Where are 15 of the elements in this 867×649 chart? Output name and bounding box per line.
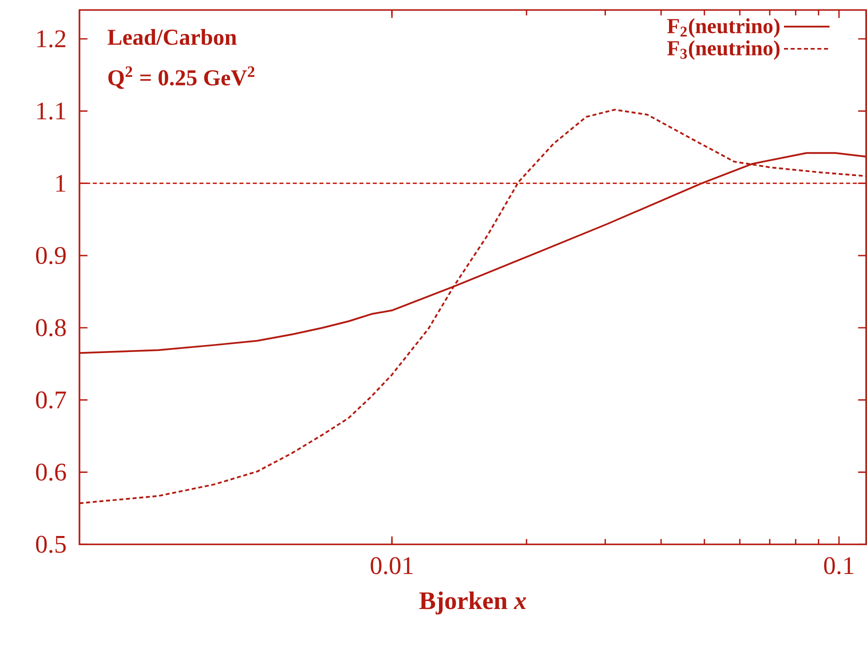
- y-tick-label: 0.9: [36, 246, 66, 264]
- annotation: Lead/Carbon: [108, 28, 237, 45]
- annotation: Q$^{2}$ = 0.25 GeV$^{2}$: [108, 66, 254, 89]
- x-axis-title: Bjorken x: [419, 591, 526, 614]
- y-tick-label: 0.7: [36, 391, 66, 409]
- y-tick-label: 1.1: [37, 102, 66, 120]
- x-tick-label: 0.01: [370, 557, 413, 574]
- y-tick-label: 1: [56, 174, 66, 192]
- y-tick-label: 0.6: [36, 464, 66, 481]
- x-tick-label: 0.1: [824, 557, 854, 574]
- legend-label: F$_{2}$(neutrino): [667, 18, 780, 38]
- y-tick-label: 1.2: [37, 30, 66, 48]
- y-tick-label: 0.5: [36, 536, 66, 553]
- y-tick-label: 0.8: [36, 319, 66, 336]
- legend-label: F$_{3}$(neutrino): [667, 40, 780, 60]
